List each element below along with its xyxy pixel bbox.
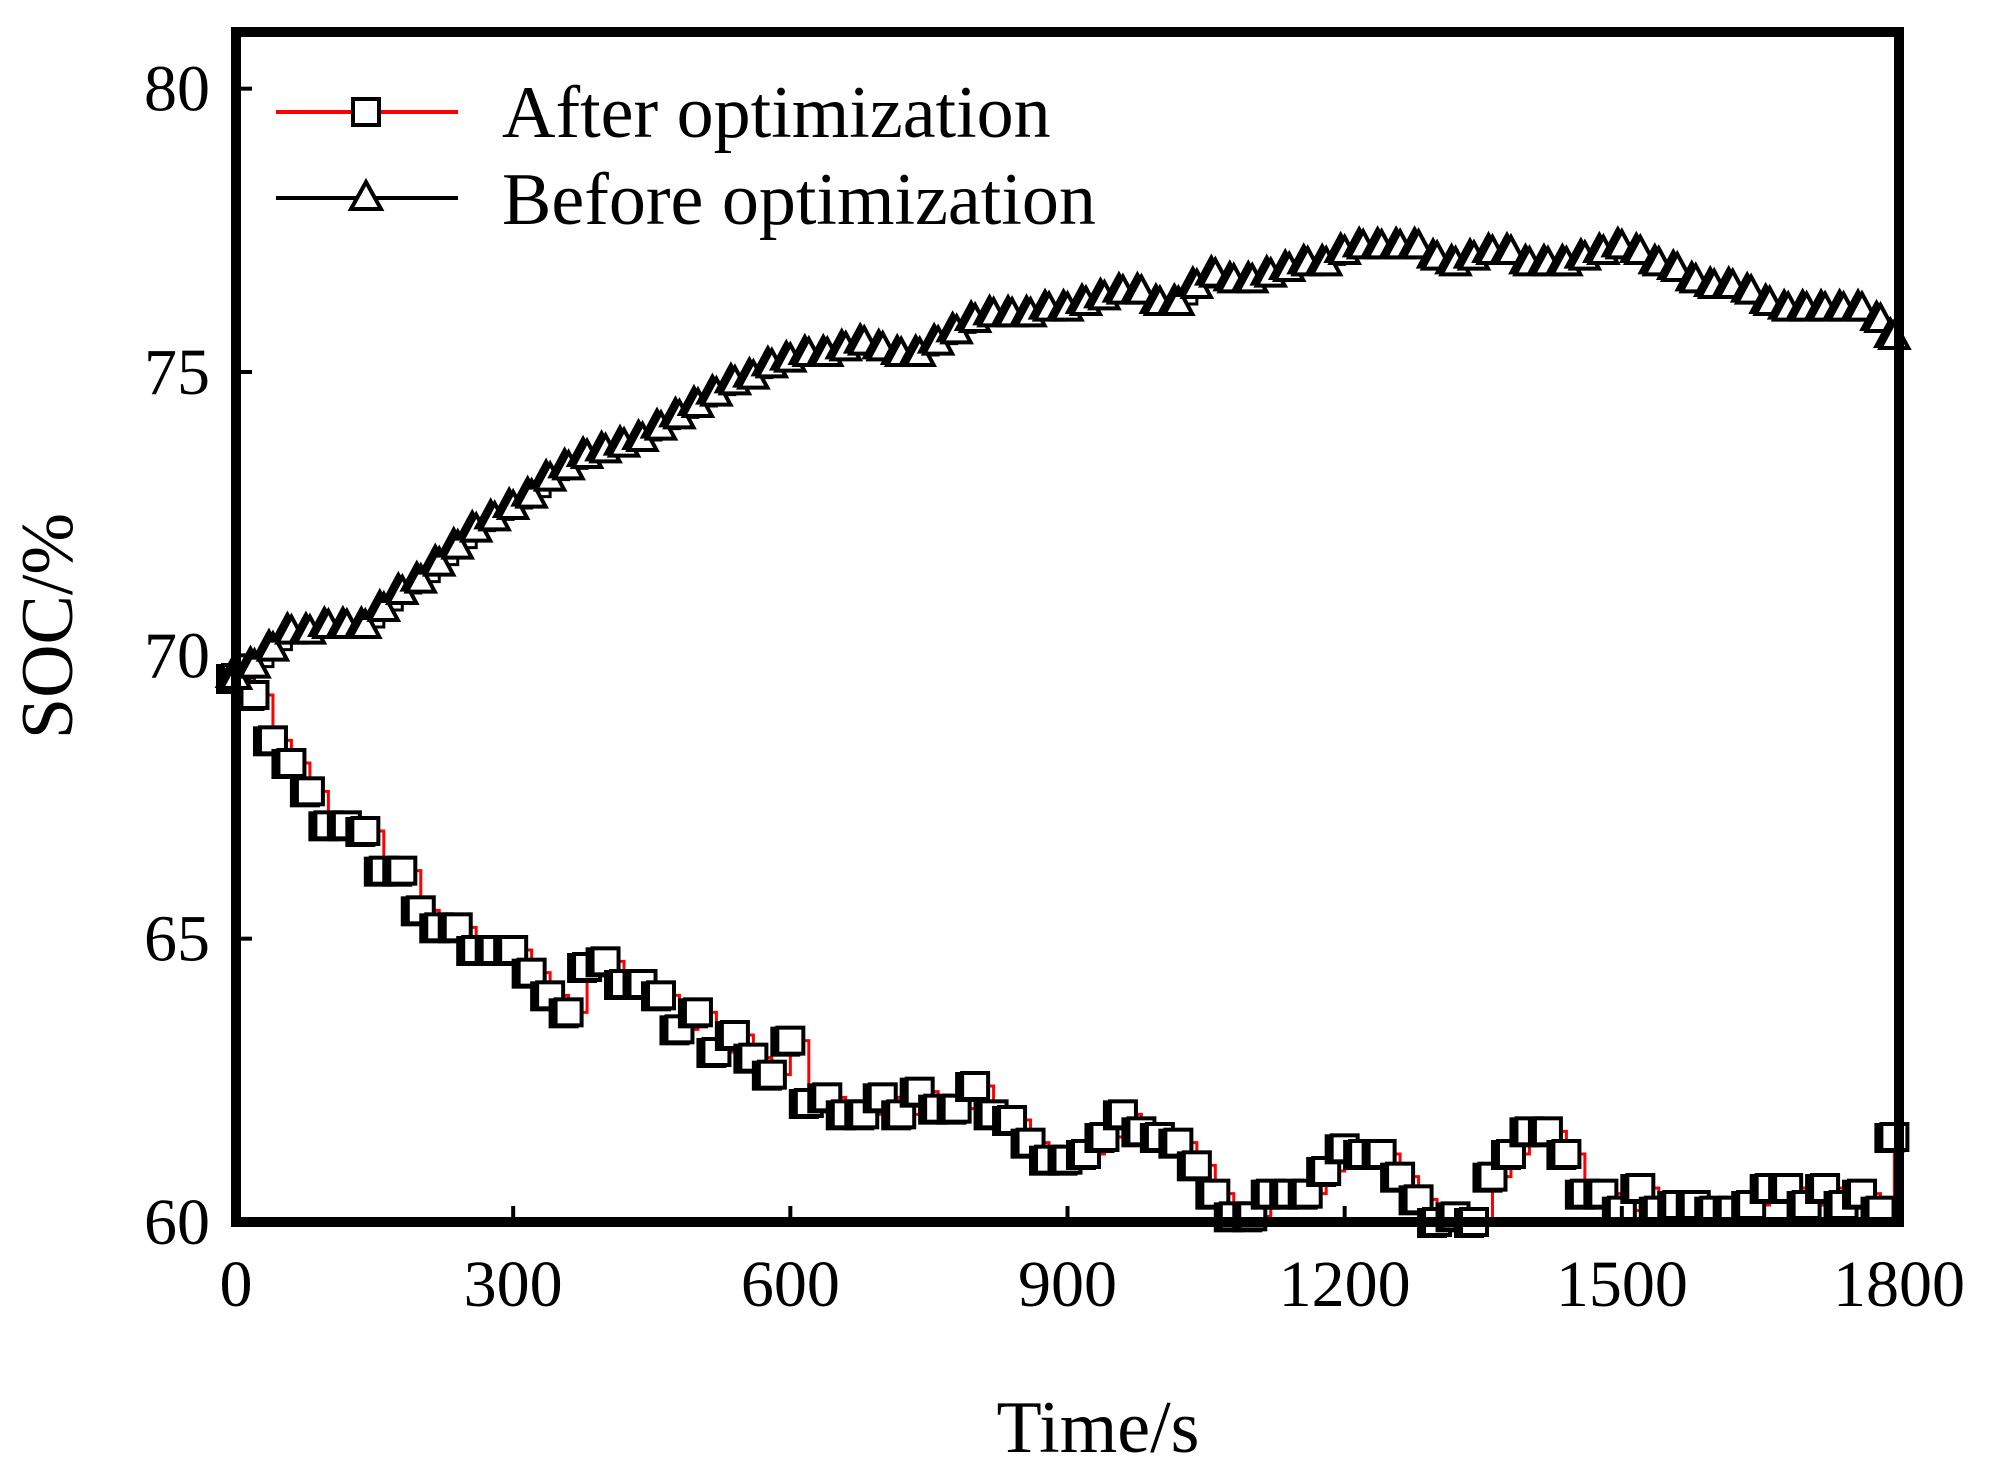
data-point (553, 997, 584, 1028)
data-point (682, 997, 713, 1028)
data-point (1181, 1150, 1212, 1181)
axes-layer: 0 300 600 900 1200 1500 1800 60 65 70 75 80 (144, 53, 1965, 1321)
data-point (276, 748, 307, 778)
x-tick-label: 300 (464, 1248, 563, 1321)
data-point (645, 980, 676, 1011)
legend-label-before: Before optimization (502, 159, 1096, 241)
data-point (239, 680, 270, 710)
series-after-optimization (216, 663, 1910, 1238)
data-point (960, 1071, 991, 1101)
data-point (756, 1059, 787, 1090)
data-point (237, 646, 272, 679)
data-point (350, 816, 381, 846)
data-point (347, 606, 383, 639)
y-tick-label: 80 (144, 53, 210, 126)
series-layer (214, 225, 1912, 1238)
legend: After optimization Before optimization (276, 72, 1096, 241)
data-point (294, 776, 325, 807)
x-axis-title: Time/s (997, 1387, 1200, 1469)
plot-frame (231, 27, 1904, 1227)
x-tick-label: 900 (1018, 1248, 1117, 1321)
data-point (255, 629, 291, 662)
y-tick-label: 65 (144, 903, 210, 976)
legend-marker-square (351, 97, 381, 127)
legend-label-after: After optimization (502, 72, 1051, 154)
y-axis-title: SOC/% (7, 513, 89, 739)
legend-marker-triangle (347, 177, 385, 211)
y-tick-label: 60 (144, 1186, 210, 1259)
y-tick-label: 70 (144, 619, 210, 692)
series-before-optimization (214, 225, 1912, 690)
data-point (403, 561, 439, 594)
data-point (440, 527, 476, 560)
data-point (775, 1025, 806, 1056)
data-point (421, 544, 457, 577)
data-point (1161, 283, 1196, 316)
x-tick-label: 600 (741, 1248, 840, 1321)
y-tick-label: 75 (144, 336, 210, 409)
x-tick-label: 1500 (1556, 1248, 1688, 1321)
data-point (1551, 1139, 1582, 1169)
data-point (514, 476, 549, 509)
data-point (366, 589, 402, 622)
x-tick-label: 1800 (1833, 1248, 1965, 1321)
x-tick-label: 1200 (1279, 1248, 1411, 1321)
x-tick-label: 0 (220, 1248, 253, 1321)
data-point (387, 855, 418, 886)
